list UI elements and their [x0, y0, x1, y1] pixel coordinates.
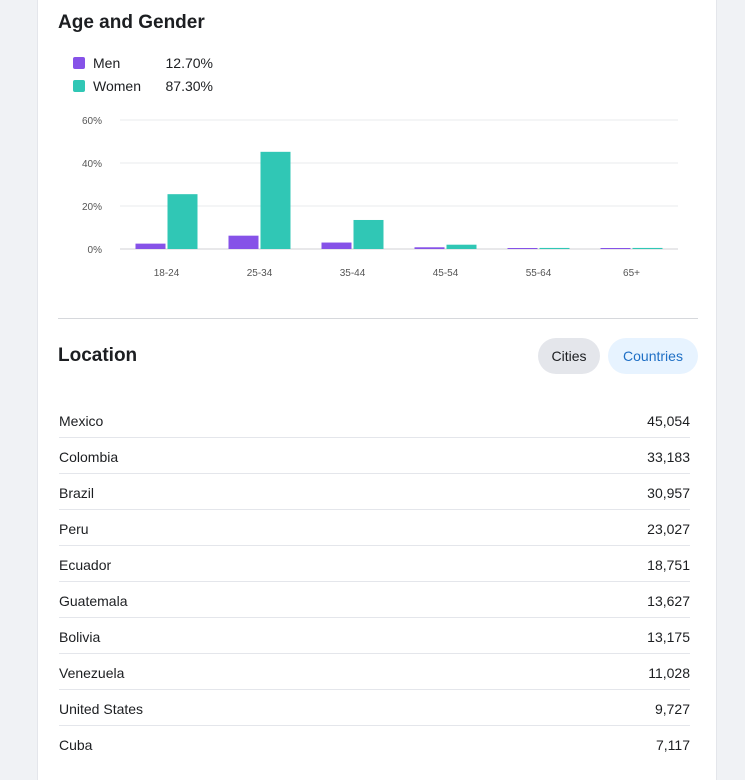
x-tick-label: 45-54	[433, 268, 459, 279]
location-value: 11,028	[648, 664, 690, 681]
location-value: 13,175	[647, 628, 690, 645]
location-value: 30,957	[647, 484, 690, 501]
location-name: Peru	[59, 520, 89, 537]
legend-label: Women	[93, 77, 141, 94]
legend-swatch-men	[73, 56, 85, 69]
location-value: 33,183	[647, 448, 690, 465]
y-tick-label: 40%	[82, 159, 102, 170]
section-divider	[58, 318, 698, 319]
bar-men-65+[interactable]	[600, 248, 631, 249]
bar-women-55-64[interactable]	[539, 247, 570, 249]
location-list: Mexico 45,054 Colombia 33,183 Brazil 30,957 Pe…	[59, 402, 690, 762]
location-name: Ecuador	[59, 556, 112, 573]
x-tick-label: 35-44	[340, 268, 366, 279]
location-name: Brazil	[59, 484, 95, 501]
location-name: Mexico	[59, 412, 104, 429]
location-name: Guatemala	[59, 592, 128, 609]
location-name: Cuba	[59, 737, 93, 753]
legend-swatch-women	[73, 79, 85, 92]
location-name: United States	[59, 700, 144, 717]
location-row: Colombia 33,183	[59, 438, 690, 474]
location-row: Mexico 45,054	[59, 402, 690, 438]
location-value: 45,054	[647, 412, 690, 429]
legend-item-men: Men 12.70%	[73, 51, 213, 74]
location-row: Cuba 7,117	[59, 726, 690, 762]
location-value: 7,117	[656, 737, 690, 753]
chart-legend: Men 12.70% Women 87.30%	[73, 51, 213, 97]
age-gender-bar-chart: 0% 20% 40% 60% 18-24 25-34 35-44 45-54 55-64 65+	[82, 116, 678, 279]
bar-women-35-44[interactable]	[353, 219, 384, 249]
bar-women-18-24[interactable]	[167, 194, 198, 249]
legend-value: 87.30%	[165, 77, 213, 94]
location-name: Colombia	[59, 448, 119, 465]
bar-women-65+[interactable]	[632, 247, 663, 249]
bar-men-45-54[interactable]	[414, 247, 445, 249]
x-tick-label: 65+	[623, 268, 640, 279]
bar-women-25-34[interactable]	[260, 151, 291, 249]
x-tick-label: 25-34	[247, 268, 273, 279]
location-row: Peru 23,027	[59, 510, 690, 546]
bar-men-18-24[interactable]	[135, 243, 166, 249]
location-value: 23,027	[647, 520, 690, 537]
bar-women-45-54[interactable]	[446, 244, 477, 249]
location-value: 9,727	[654, 700, 690, 717]
location-name: Bolivia	[59, 628, 101, 645]
location-row: Ecuador 18,751	[59, 546, 690, 582]
location-row: United States 9,727	[59, 690, 690, 726]
location-value: 13,627	[647, 592, 690, 609]
bar-men-55-64[interactable]	[507, 248, 538, 249]
y-tick-label: 20%	[82, 202, 102, 213]
bar-men-25-34[interactable]	[228, 235, 259, 249]
insights-card: Age and Gender Men 12.70% Women 87.30% 0…	[37, 0, 717, 780]
legend-item-women: Women 87.30%	[73, 74, 213, 97]
location-row: Guatemala 13,627	[59, 582, 690, 618]
age-gender-title: Age and Gender	[58, 12, 205, 33]
x-tick-label: 55-64	[526, 268, 552, 279]
location-value: 18,751	[647, 556, 690, 573]
x-tick-label: 18-24	[154, 268, 180, 279]
bar-men-35-44[interactable]	[321, 242, 352, 249]
location-row: Bolivia 13,175	[59, 618, 690, 654]
y-tick-label: 60%	[82, 116, 102, 127]
countries-button[interactable]: Countries	[608, 338, 698, 374]
location-title: Location	[58, 345, 138, 366]
location-row: Brazil 30,957	[59, 474, 690, 510]
y-tick-label: 0%	[88, 245, 103, 256]
location-name: Venezuela	[59, 664, 125, 681]
legend-label: Men	[93, 54, 121, 71]
cities-button[interactable]: Cities	[538, 338, 600, 374]
legend-value: 12.70%	[165, 54, 213, 71]
location-row: Venezuela 11,028	[59, 654, 690, 690]
